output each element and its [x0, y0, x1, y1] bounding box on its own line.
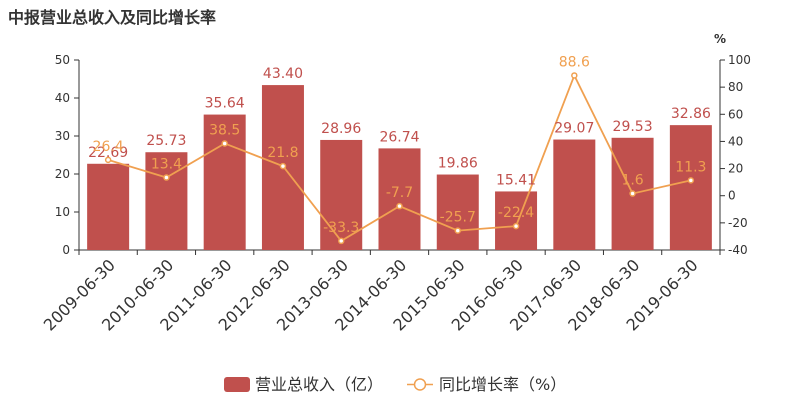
bar-value-label: 22.69 — [88, 145, 128, 161]
bar — [495, 191, 538, 250]
legend-line-marker — [413, 378, 427, 391]
growth-value-label: -22.4 — [498, 205, 534, 221]
growth-point — [396, 202, 403, 210]
growth-value-label: 13.4 — [151, 157, 182, 173]
growth-point — [512, 222, 520, 230]
y-left-tick-label: 20 — [55, 167, 70, 181]
growth-point — [163, 174, 170, 181]
y-left-tick-label: 10 — [55, 205, 70, 219]
y-right-tick-label: 60 — [728, 107, 743, 121]
growth-point — [629, 190, 636, 197]
y-left-tick-label: 30 — [55, 129, 70, 143]
y-right-tick-label: -40 — [728, 243, 748, 257]
legend-bar-swatch — [224, 377, 250, 392]
legend-line-label: 同比增长率（%） — [439, 375, 566, 394]
bar-value-label: 28.96 — [321, 121, 361, 137]
growth-value-label: 38.5 — [209, 122, 240, 138]
chart-title: 中报营业总收入及同比增长率 — [8, 8, 217, 27]
growth-point — [337, 237, 345, 245]
growth-value-label: -25.7 — [440, 210, 476, 226]
bar — [553, 139, 596, 250]
y-right-unit: % — [714, 32, 726, 46]
y-left-tick-label: 40 — [55, 91, 70, 105]
bar — [87, 163, 130, 250]
legend-bar-label: 营业总收入（亿） — [255, 375, 383, 394]
growth-point — [104, 156, 112, 164]
growth-point — [687, 177, 695, 184]
bar — [203, 114, 246, 251]
bar-value-label: 25.73 — [146, 133, 186, 149]
growth-value-label: 88.6 — [559, 54, 590, 70]
growth-point — [279, 162, 287, 170]
growth-value-label: 1.6 — [621, 173, 643, 189]
bar-value-label: 43.40 — [263, 66, 303, 82]
growth-value-label: -7.7 — [386, 185, 413, 201]
bar — [669, 125, 712, 250]
y-right-tick-label: 0 — [728, 189, 736, 203]
y-right-tick-label: 100 — [728, 53, 751, 67]
growth-point — [221, 140, 228, 147]
bar — [378, 148, 421, 250]
growth-value-label: 11.3 — [675, 159, 706, 175]
growth-point — [571, 72, 578, 79]
bar — [436, 174, 479, 250]
y-left-tick-label: 0 — [62, 243, 70, 257]
growth-value-label: -33.3 — [323, 220, 359, 236]
y-right-tick-label: -20 — [728, 216, 748, 230]
y-right-tick-label: 40 — [728, 134, 743, 148]
bar-value-label: 29.07 — [554, 121, 594, 137]
bar-value-label: 32.86 — [671, 106, 711, 122]
y-right-tick-label: 20 — [728, 162, 743, 176]
bar-value-label: 15.41 — [496, 172, 536, 188]
bar-value-label: 29.53 — [613, 119, 653, 135]
bar-value-label: 19.86 — [438, 156, 478, 172]
bar-value-label: 35.64 — [205, 96, 245, 112]
growth-value-label: 26.4 — [93, 139, 124, 155]
growth-point — [454, 227, 462, 234]
y-right-tick-label: 80 — [728, 80, 743, 94]
growth-value-label: 21.8 — [267, 145, 298, 161]
y-left-tick-label: 50 — [55, 53, 70, 67]
bar-value-label: 26.74 — [379, 129, 419, 145]
